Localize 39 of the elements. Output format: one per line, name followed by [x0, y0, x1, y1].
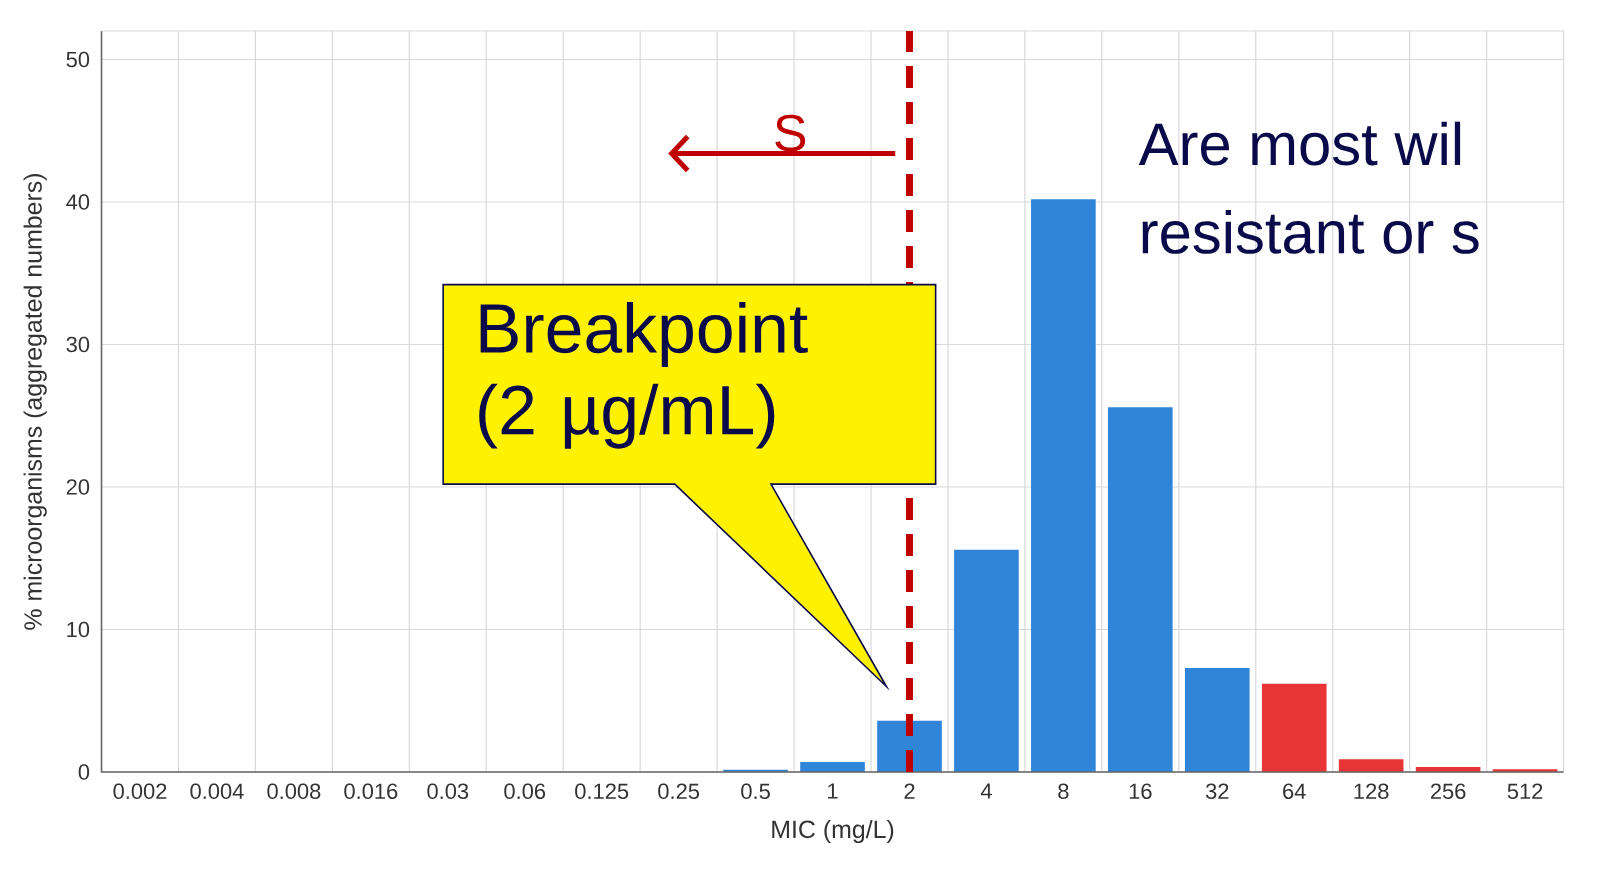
- y-tick-label: 30: [66, 336, 90, 353]
- x-tick-label: 1: [828, 783, 838, 799]
- x-tick-label: 0.125: [575, 783, 629, 800]
- x-tick-label: 8: [1058, 783, 1069, 800]
- x-tick-label: 0.06: [504, 783, 546, 800]
- bar: [800, 762, 865, 772]
- x-tick-label: 0.25: [658, 783, 700, 800]
- bar: [1108, 407, 1173, 772]
- bar: [1031, 199, 1096, 772]
- x-tick-label: 256: [1430, 783, 1466, 800]
- x-tick-label: 16: [1129, 783, 1152, 800]
- y-tick-label: 40: [66, 194, 90, 210]
- x-tick-label: 0.004: [190, 783, 244, 800]
- x-tick-label: 32: [1205, 783, 1229, 800]
- y-axis-title: % microorganisms (aggregated numbers): [23, 174, 47, 630]
- x-tick-label: 0.5: [741, 783, 770, 800]
- annotation: resistant or s: [1142, 209, 1479, 254]
- annotation: Breakpoint (2 µg/mL): [479, 301, 808, 449]
- x-tick-label: 64: [1283, 783, 1306, 800]
- y-tick-label: 20: [66, 479, 90, 495]
- x-tick-label: 0.002: [113, 783, 167, 800]
- annotation: S: [775, 114, 806, 152]
- x-tick-label: 128: [1354, 783, 1389, 800]
- x-tick-label: 4: [980, 783, 992, 799]
- bar: [1261, 683, 1327, 772]
- y-tick-label: 0: [78, 764, 90, 780]
- y-tick-label: 10: [67, 621, 90, 638]
- bar: [954, 549, 1019, 772]
- bar: [1184, 667, 1250, 772]
- annotation: Are most wil: [1138, 121, 1461, 166]
- bar: [877, 720, 942, 772]
- x-tick-label: 0.008: [267, 783, 321, 800]
- x-tick-label: 2: [904, 783, 915, 799]
- x-tick-label: 0.03: [427, 783, 469, 800]
- y-tick-label: 50: [66, 51, 90, 68]
- x-axis-title: MIC (mg/L): [772, 819, 894, 844]
- x-tick-label: 512: [1507, 783, 1543, 800]
- bar: [1338, 759, 1404, 772]
- x-tick-label: 0.016: [344, 783, 398, 800]
